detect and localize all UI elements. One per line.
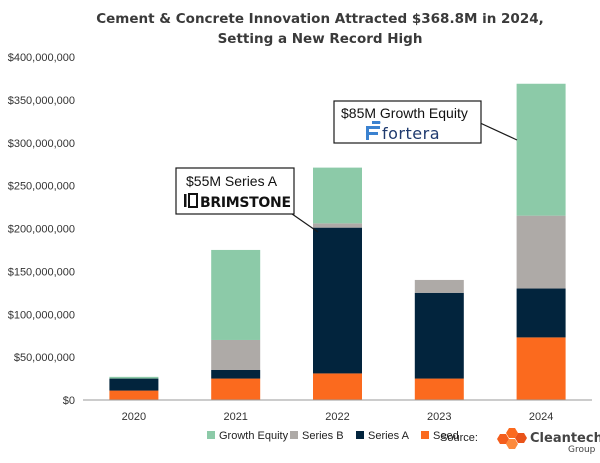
y-tick-label: $50,000,000 [14,352,75,364]
callout-brimstone-text: $55M Series A [186,173,278,189]
y-tick-label: $300,000,000 [8,138,75,150]
bar-series-b-2024 [516,215,566,289]
logo-hex-3 [506,439,518,449]
bar-series-a-2023 [414,292,464,379]
bar-series-b-2023 [414,279,464,293]
bar-growth-equity-2020 [109,376,159,379]
source: Source: Cleantech. Group [440,428,600,455]
bar-seed-2022 [313,373,362,400]
bar-seed-2021 [211,378,261,400]
y-tick-label: $250,000,000 [8,181,75,193]
bar-seed-2020 [109,390,159,400]
source-label: Source: [440,432,478,444]
x-axis: 2020 2021 2022 2023 2024 [122,411,554,423]
fortera-logo-mark [366,121,381,140]
bar-series-a-2021 [211,369,261,379]
fortera-logo-text: fortera [382,124,440,143]
logo-hex-2 [515,433,527,443]
bars-group [109,83,566,400]
x-tick-label: 2023 [427,411,451,423]
callout-fortera-leader [477,121,518,141]
bar-growth-equity-2024 [516,83,566,216]
chart-subtitle: Setting a New Record High [218,31,423,47]
y-tick-label: $200,000,000 [8,224,75,236]
bar-series-b-2021 [211,339,261,370]
x-tick-label: 2021 [223,411,247,423]
bar-seed-2023 [414,378,464,400]
callout-fortera-box [333,100,482,144]
legend-swatch-growth-equity [207,431,215,439]
cleantech-logo-sub: Group [568,445,596,455]
y-tick-label: $100,000,000 [8,309,75,321]
legend-swatch-series-b [290,431,298,439]
chart-title: Cement & Concrete Innovation Attracted $… [96,11,544,27]
y-tick-label: $150,000,000 [8,266,75,278]
y-tick-label: $0 [63,395,75,407]
y-tick-label: $350,000,000 [8,95,75,107]
callout-fortera-text: $85M Growth Equity [341,105,468,121]
bar-series-a-2020 [109,378,159,391]
brimstone-logo-bar [184,194,187,207]
callout-fortera: $85M Growth Equity fortera [333,100,518,144]
brimstone-logo-text: BRIMSTONE [200,195,291,211]
cleantech-logo-text: Cleantech. [530,431,600,446]
legend-label-growth-equity: Growth Equity [219,430,289,442]
bar-seed-2024 [516,337,566,400]
legend-swatch-seed [421,431,429,439]
x-tick-label: 2022 [325,411,349,423]
x-tick-label: 2020 [122,411,146,423]
x-tick-label: 2024 [529,411,553,423]
brimstone-logo: BRIMSTONE [184,193,291,211]
brimstone-logo-square [188,193,198,208]
bar-series-a-2022 [313,227,362,374]
callout-brimstone: $55M Series A BRIMSTONE [175,167,319,233]
logo-hex-1 [506,428,518,438]
bar-series-a-2024 [516,288,566,338]
bar-series-b-2022 [313,223,362,228]
y-axis: $400,000,000 $350,000,000 $300,000,000 $250… [8,52,75,407]
fortera-logo: fortera [366,121,440,143]
cleantech-logo-icon [497,428,527,449]
bar-growth-equity-2021 [211,249,261,340]
legend: Growth Equity Series B Series A Seed [207,430,459,442]
bar-growth-equity-2022 [313,167,362,224]
legend-label-series-b: Series B [302,430,344,442]
legend-label-series-a: Series A [368,430,410,442]
y-tick-label: $400,000,000 [8,52,75,64]
logo-hex-4 [497,434,509,444]
legend-swatch-series-a [356,431,364,439]
legend-label-seed: Seed [433,430,459,442]
